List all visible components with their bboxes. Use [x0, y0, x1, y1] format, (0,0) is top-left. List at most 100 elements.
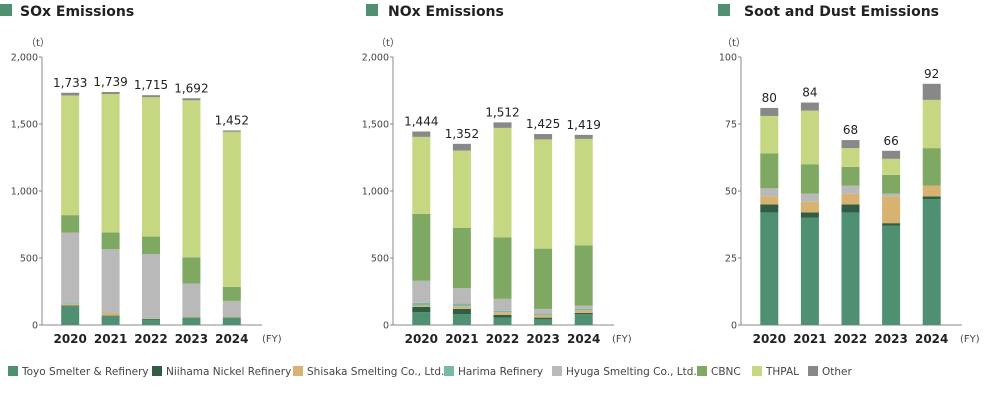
- y-tick-label: 2,000: [11, 53, 38, 64]
- bar-segment-hyuga-smelting-co-ltd: [142, 253, 160, 318]
- x-tick-label: 2022: [134, 332, 167, 346]
- bar-segment-harima-refinery: [493, 310, 512, 313]
- legend-swatch: [752, 366, 762, 376]
- bar-segment-thpal: [922, 99, 941, 149]
- bar-segment-shisaka-smelting-co-ltd: [760, 196, 779, 205]
- chart-title: SOx Emissions: [20, 4, 134, 20]
- bar-segment-harima-refinery: [101, 312, 120, 313]
- bar-segment-other: [534, 134, 553, 140]
- x-tick-label: 2021: [793, 332, 826, 346]
- bar-segment-cbnc: [452, 227, 471, 289]
- bar-segment-thpal: [493, 127, 512, 238]
- y-tick-label: 500: [20, 254, 38, 265]
- bar-segment-cbnc: [61, 215, 80, 233]
- bar-segment-other: [61, 92, 80, 96]
- bar-segment-hyuga-smelting-co-ltd: [534, 308, 553, 314]
- y-tick-label: 500: [371, 254, 389, 265]
- bar-segment-thpal: [800, 110, 819, 165]
- bar-segment-hyuga-smelting-co-ltd: [760, 188, 779, 197]
- bar-segment-hyuga-smelting-co-ltd: [452, 288, 471, 304]
- x-axis-unit-label: (FY): [612, 334, 632, 345]
- bar-segment-harima-refinery: [182, 316, 201, 317]
- bar-segment-hyuga-smelting-co-ltd: [182, 283, 201, 317]
- x-tick-label: 2024: [215, 332, 248, 346]
- title-marker-2: [718, 4, 730, 16]
- bar-segment-niihama-nickel-refinery: [412, 306, 431, 313]
- x-tick-label: 2020: [405, 332, 438, 346]
- x-tick-label: 2022: [834, 332, 867, 346]
- x-tick-label: 2023: [874, 332, 907, 346]
- legend-label: Harima Refinery: [458, 366, 543, 378]
- bar-segment-shisaka-smelting-co-ltd: [574, 310, 593, 313]
- bar-segment-thpal: [882, 158, 901, 175]
- bar-segment-shisaka-smelting-co-ltd: [534, 314, 553, 318]
- bar-total-label: 1,444: [404, 115, 438, 129]
- x-tick-label: 2022: [486, 332, 519, 346]
- bar-total-label: 66: [883, 134, 898, 148]
- bar-segment-niihama-nickel-refinery: [922, 196, 941, 200]
- bar-segment-toyo-smelter-refinery: [800, 217, 819, 325]
- bar-segment-other: [101, 91, 120, 94]
- bar-segment-other: [760, 107, 779, 116]
- bar-segment-harima-refinery: [61, 303, 80, 305]
- bar-segment-toyo-smelter-refinery: [841, 212, 860, 325]
- y-tick-label: 75: [725, 120, 737, 131]
- bar-total-label: 68: [843, 123, 858, 137]
- bar-segment-thpal: [760, 115, 779, 154]
- legend-swatch: [444, 366, 454, 376]
- bar-segment-cbnc: [101, 232, 120, 250]
- bar-segment-niihama-nickel-refinery: [182, 317, 201, 319]
- bar-segment-thpal: [222, 131, 241, 287]
- bar-segment-toyo-smelter-refinery: [61, 306, 80, 325]
- legend-label: Niihama Nickel Refinery: [166, 366, 291, 378]
- legend-label: Other: [822, 366, 852, 378]
- y-tick-label: 1,000: [362, 187, 389, 198]
- bar-total-label: 1,452: [215, 113, 249, 127]
- bar-segment-other: [182, 98, 201, 101]
- bar-segment-niihama-nickel-refinery: [841, 204, 860, 213]
- bar-segment-niihama-nickel-refinery: [142, 318, 160, 320]
- bar-segment-toyo-smelter-refinery: [142, 319, 160, 325]
- bar-segment-cbnc: [222, 286, 241, 301]
- bar-segment-niihama-nickel-refinery: [882, 223, 901, 226]
- bar-segment-thpal: [452, 150, 471, 228]
- bar-segment-hyuga-smelting-co-ltd: [493, 298, 512, 311]
- title-marker-1: [366, 4, 378, 16]
- legend-swatch: [152, 366, 162, 376]
- bar-segment-cbnc: [760, 153, 779, 189]
- bar-segment-other: [841, 140, 860, 149]
- bar-segment-hyuga-smelting-co-ltd: [101, 249, 120, 313]
- bar-segment-shisaka-smelting-co-ltd: [142, 318, 160, 319]
- bar-total-label: 1,715: [134, 78, 168, 92]
- chart-title: Soot and Dust Emissions: [744, 4, 939, 20]
- y-tick-label: 1,000: [11, 187, 38, 198]
- bar-segment-hyuga-smelting-co-ltd: [61, 232, 80, 304]
- bar-segment-cbnc: [534, 248, 553, 309]
- bar-segment-harima-refinery: [412, 302, 431, 306]
- bar-segment-harima-refinery: [452, 303, 471, 307]
- y-tick-label: 25: [725, 254, 737, 265]
- bar-segment-shisaka-smelting-co-ltd: [882, 196, 901, 224]
- bar-total-label: 1,512: [485, 105, 519, 119]
- y-tick-label: 1,500: [362, 120, 389, 131]
- bar-segment-harima-refinery: [534, 313, 553, 315]
- legend-label: Hyuga Smelting Co., Ltd.: [566, 366, 697, 378]
- bar-segment-toyo-smelter-refinery: [222, 318, 241, 325]
- legend-label: Shisaka Smelting Co., Ltd.: [307, 366, 444, 378]
- bar-segment-toyo-smelter-refinery: [101, 316, 120, 325]
- y-tick-label: 0: [32, 321, 38, 332]
- legend-label: Toyo Smelter & Refinery: [21, 366, 149, 378]
- bar-segment-shisaka-smelting-co-ltd: [101, 312, 120, 316]
- bar-segment-niihama-nickel-refinery: [222, 317, 241, 319]
- bar-segment-shisaka-smelting-co-ltd: [922, 185, 941, 197]
- bar-segment-niihama-nickel-refinery: [760, 204, 779, 213]
- bar-segment-harima-refinery: [142, 317, 160, 319]
- bar-segment-cbnc: [412, 213, 431, 281]
- bar-total-label: 1,419: [567, 118, 601, 132]
- legend-label: THPAL: [765, 366, 799, 378]
- legend-swatch: [8, 366, 18, 376]
- bar-segment-harima-refinery: [574, 308, 593, 311]
- bar-segment-shisaka-smelting-co-ltd: [182, 316, 201, 318]
